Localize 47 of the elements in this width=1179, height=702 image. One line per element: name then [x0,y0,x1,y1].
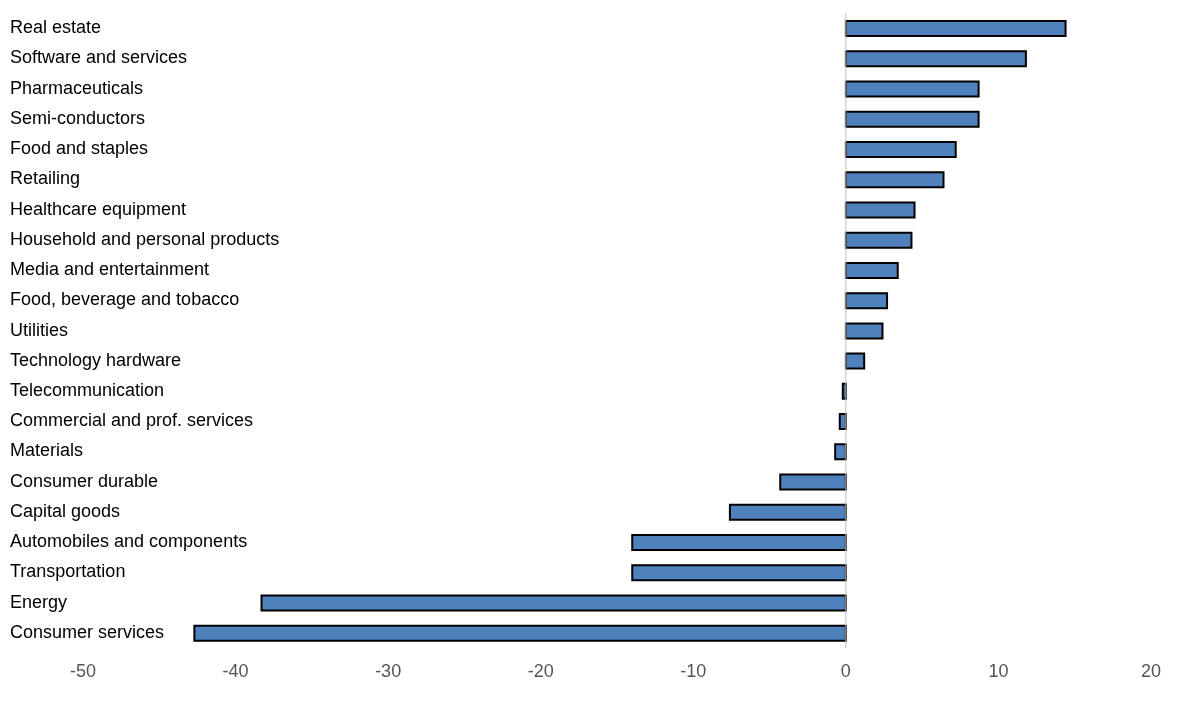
bar [844,80,980,98]
x-tick-label: -50 [69,660,97,681]
y-tick-label: Food and staples [10,138,149,159]
x-tick-label: -40 [222,660,249,681]
y-tick-label: Semi-conductors [10,107,146,128]
y-tick-label: Healthcare equipment [10,198,187,219]
y-tick-label: Retailing [10,168,81,189]
bar [844,261,899,279]
bar [844,171,945,189]
y-tick-label: Food, beverage and tobacco [10,289,240,310]
y-tick-label: Capital goods [10,500,121,521]
y-tick-label: Automobiles and components [10,531,248,552]
y-tick-label: Technology hardware [10,349,182,370]
y-tick-label: Household and personal products [10,228,280,249]
bar [728,503,847,521]
bar [631,534,847,552]
x-tick-label: 0 [840,660,851,681]
bar [193,624,847,642]
bar [844,352,866,370]
y-tick-label: Consumer durable [10,470,159,491]
bar [844,322,884,340]
x-tick-label: -30 [375,660,402,681]
bar [260,594,847,612]
y-tick-label: Utilities [10,319,69,340]
bar [844,110,980,128]
x-tick-label: -20 [527,660,554,681]
y-tick-label: Materials [10,440,84,461]
x-tick-label: 20 [1140,660,1162,681]
x-tick-label: 10 [988,660,1009,681]
y-tick-label: Energy [10,591,68,612]
bar [844,201,916,219]
bar [844,140,957,158]
bar [631,564,847,582]
bar [844,292,889,310]
y-tick-label: Media and entertainment [10,259,210,280]
y-tick-label: Pharmaceuticals [10,77,144,98]
bar [844,231,913,249]
y-tick-label: Consumer services [10,621,165,642]
y-tick-label: Software and services [10,47,188,68]
bar [779,473,847,491]
y-tick-label: Commercial and prof. services [10,410,254,431]
y-tick-label: Telecommunication [10,379,165,400]
y-tick-label: Real estate [10,17,102,38]
y-tick-label: Transportation [10,561,126,582]
bar [844,20,1067,37]
bar [844,50,1027,68]
x-tick-label: -10 [680,660,707,681]
